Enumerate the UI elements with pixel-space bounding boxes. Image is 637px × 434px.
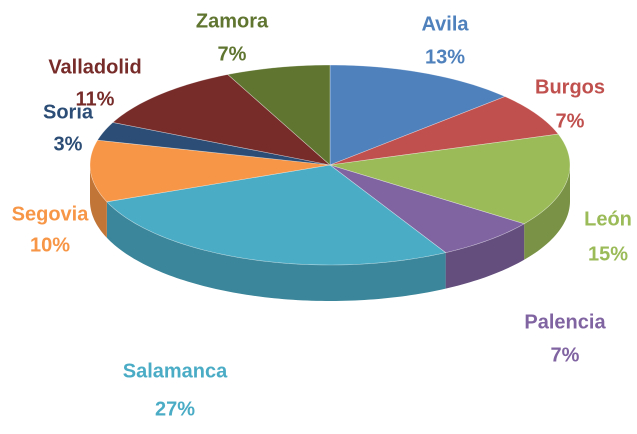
slice [329,133,571,225]
value-label: 10% [30,234,70,256]
slice [97,122,331,166]
value-label: 27% [155,398,195,420]
slice [112,74,332,166]
slice [227,64,331,166]
value-label: 15% [588,243,628,265]
slice-side [524,165,570,260]
slice [106,164,447,266]
slice-side [90,165,107,238]
slice-side [106,201,446,301]
value-label: 11% [76,88,115,110]
category-label: Valladolid [48,56,141,78]
slice [329,64,506,166]
value-label: 7% [551,344,580,366]
value-label: 3% [54,133,83,155]
category-label: Segovia [12,203,90,225]
slice [329,164,525,253]
value-label: 13% [425,46,465,68]
value-label: 7% [556,110,585,132]
category-label: Palencia [524,311,606,333]
category-label: Avila [421,13,469,35]
category-label: León [584,208,632,230]
category-label: Burgos [535,76,605,98]
slice [329,96,559,166]
category-label: Soria [43,101,94,123]
category-label: Salamanca [123,360,228,382]
value-label: 7% [218,43,247,65]
slice-side [445,223,525,289]
slice [89,139,331,203]
category-label: Zamora [196,10,269,32]
